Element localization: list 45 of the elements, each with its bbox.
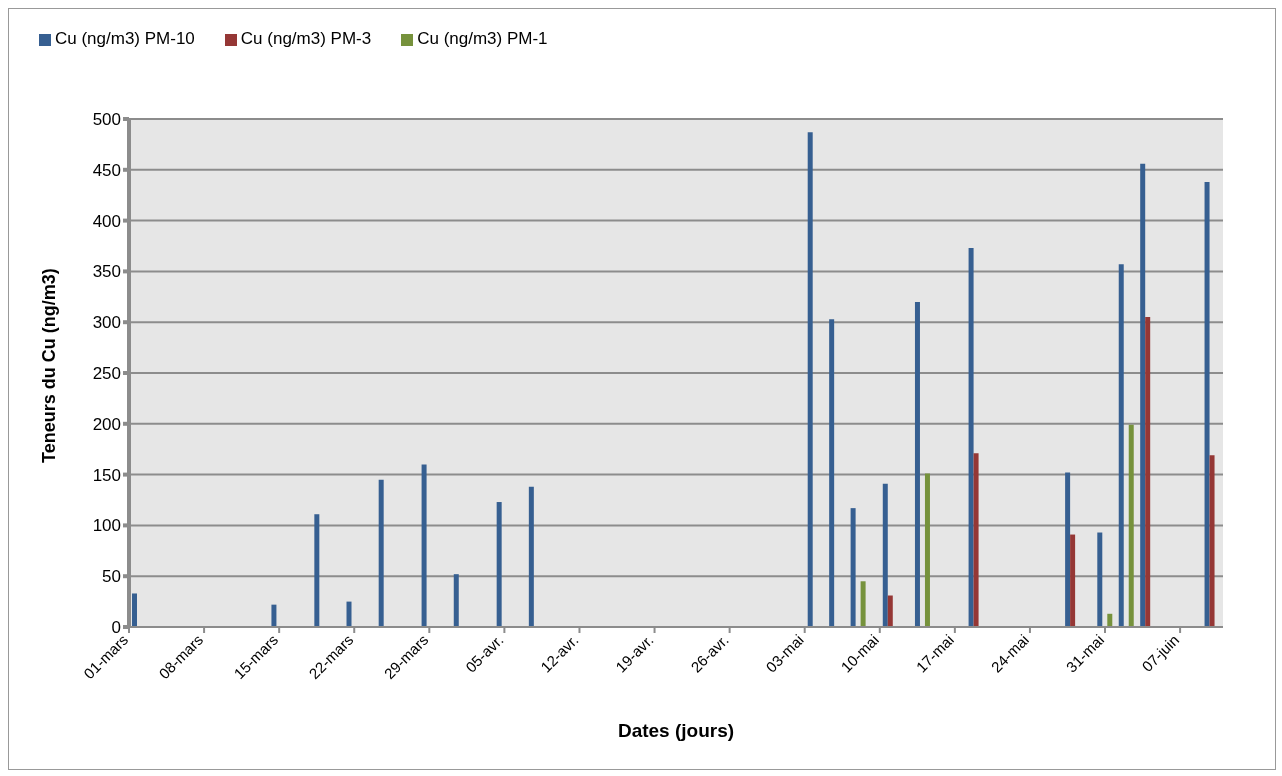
bar	[850, 508, 856, 627]
y-tick-label: 250	[92, 364, 121, 384]
bar	[1070, 534, 1076, 627]
y-tick-label: 200	[92, 414, 121, 434]
bar	[887, 595, 893, 627]
bar	[1118, 264, 1124, 627]
y-tick-label: 400	[92, 211, 121, 231]
bar	[914, 301, 920, 627]
y-tick-label: 100	[92, 516, 121, 536]
bar	[1204, 181, 1210, 627]
bar	[1097, 532, 1103, 627]
bar	[528, 486, 534, 627]
bar	[829, 319, 835, 627]
bar	[314, 514, 320, 627]
bar	[421, 464, 427, 627]
bar	[1128, 424, 1134, 627]
legend-label: Cu (ng/m3) PM-1	[417, 29, 548, 48]
y-tick-label: 450	[92, 160, 121, 180]
bar	[453, 574, 459, 627]
y-tick-label: 500	[92, 110, 121, 130]
x-axis-title: Dates (jours)	[617, 720, 735, 741]
bar	[968, 248, 974, 627]
y-axis-title: Teneurs du Cu (ng/m3)	[39, 268, 60, 463]
y-tick-label: 150	[92, 465, 121, 485]
bar	[1107, 613, 1113, 627]
bar	[346, 601, 352, 627]
bar	[924, 473, 930, 627]
bar	[378, 479, 384, 627]
bar	[1145, 317, 1151, 627]
legend-label: Cu (ng/m3) PM-3	[240, 29, 372, 48]
bar	[882, 483, 888, 627]
bar	[973, 453, 979, 627]
bar	[1065, 472, 1071, 627]
bar	[132, 593, 137, 627]
bar	[860, 581, 866, 627]
bar	[496, 502, 502, 627]
y-tick-label: 300	[92, 313, 121, 333]
legend-label: Cu (ng/m3) PM-10	[55, 29, 195, 48]
bar	[807, 132, 813, 627]
y-tick-label: 350	[92, 262, 121, 282]
bar	[271, 604, 277, 627]
bar	[1140, 163, 1146, 627]
bar	[1209, 455, 1215, 627]
y-tick-label: 50	[102, 567, 121, 587]
y-tick-label: 0	[111, 618, 121, 638]
